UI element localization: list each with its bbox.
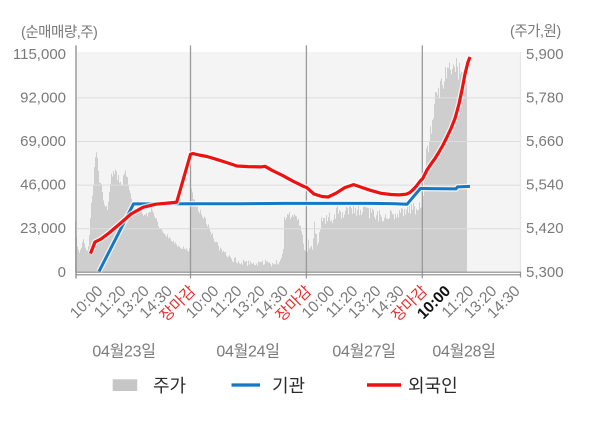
svg-text:46,000: 46,000 [20,177,66,194]
svg-text:외국인: 외국인 [408,376,458,396]
svg-text:69,000: 69,000 [20,133,66,150]
svg-text:5,300: 5,300 [526,264,564,281]
svg-text:5,660: 5,660 [526,133,564,150]
svg-text:04월28일: 04월28일 [432,343,495,361]
svg-text:5,900: 5,900 [526,46,564,63]
svg-text:04월23일: 04월23일 [92,343,155,361]
svg-text:(주가,원): (주가,원) [510,23,561,40]
svg-text:0: 0 [58,264,66,281]
svg-text:92,000: 92,000 [20,89,66,106]
svg-text:5,780: 5,780 [526,89,564,106]
svg-text:기관: 기관 [272,376,305,396]
svg-text:04월27일: 04월27일 [332,343,395,361]
svg-text:주가: 주가 [153,376,186,396]
svg-text:5,540: 5,540 [526,177,564,194]
svg-text:04월24일: 04월24일 [216,343,279,361]
svg-text:115,000: 115,000 [13,46,66,63]
svg-text:5,420: 5,420 [526,220,564,237]
svg-text:23,000: 23,000 [20,220,66,237]
svg-text:(순매매량,주): (순매매량,주) [21,24,97,41]
